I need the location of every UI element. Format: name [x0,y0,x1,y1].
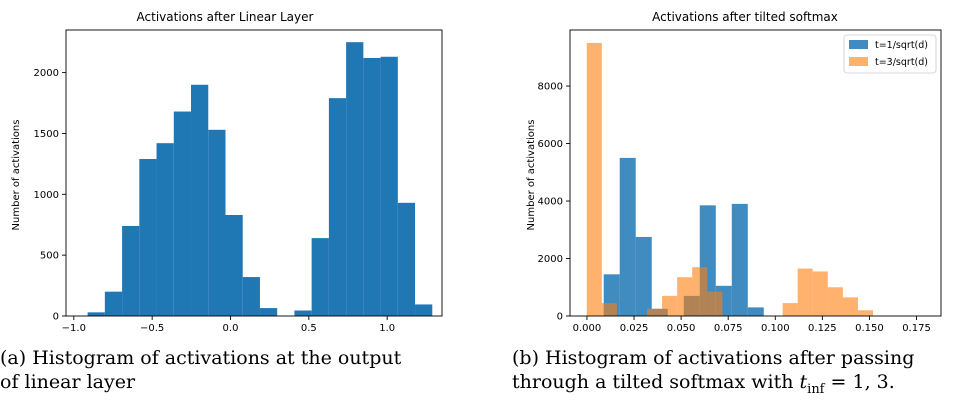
x-tick-label: 0.125 [808,323,837,334]
plot-frame [569,29,942,317]
histogram-bar-series-1 [87,312,105,316]
histogram-bar-series-2 [797,268,813,316]
caption-b-math-value: = 1, 3. [824,371,895,393]
chart-tilted-softmax: Activations after tilted softmax Number … [526,10,942,334]
histogram-bar-series-1 [242,277,260,316]
x-tick-label: 0.5 [301,323,317,334]
y-tick-label: 6000 [538,139,563,150]
x-tick-label: 0.000 [573,323,602,334]
y-tick-label: 2000 [538,254,563,265]
histogram-bar-series-1 [731,203,748,316]
histogram-bar-series-2 [692,267,708,316]
y-tick-label: 4000 [538,197,563,208]
y-axis-label: Number of activations [11,120,22,231]
ticks-group: −1.0 −0.5 0.0 0.5 1.0 0 500 1000 1500 2000 [34,68,396,334]
chart-title: Activations after Linear Layer [137,10,314,24]
histogram-bar-series-1 [191,84,209,317]
chart-title: Activations after tilted softmax [652,10,838,24]
y-tick-label: 1500 [34,129,59,140]
x-tick-label: 0.150 [855,323,884,334]
histogram-bar-series-2 [677,277,693,316]
x-tick-label: 0.175 [902,323,931,334]
legend: t=1/sqrt(d) t=3/sqrt(d) [843,34,937,74]
caption-b-line-1: (b) Histogram of activations after passi… [512,347,915,369]
x-tick-label: 0.100 [761,323,790,334]
histogram-bar-series-1 [208,129,226,316]
histogram-bar-series-1 [156,143,174,316]
legend-swatch-series-2 [849,57,868,66]
histogram-bar-series-1 [225,214,243,316]
histogram-bar-series-1 [397,202,416,316]
histogram-bar-series-2 [857,310,874,316]
x-tick-label: 0.050 [667,323,696,334]
histogram-bar-series-1 [139,159,157,316]
y-tick-label: 0 [53,312,59,323]
legend-swatch-series-1 [849,40,868,49]
y-tick-label: 8000 [538,82,563,93]
histogram-bar-series-1 [619,157,636,316]
histogram-bar-series-2 [647,308,663,316]
x-tick-label: −0.5 [140,323,164,334]
histogram-bar-series-2 [662,295,678,316]
x-tick-label: 0.025 [620,323,649,334]
y-axis-label: Number of activations [526,120,537,231]
histogram-bar-series-2 [586,42,602,317]
caption-b-text: through a tilted softmax with [512,371,800,393]
caption-b-math-sub: inf [807,381,825,397]
histogram-bar-series-1 [173,111,192,316]
chart-linear-layer: Activations after Linear Layer Number of… [11,10,443,334]
histogram-bar-series-2 [842,297,858,316]
histogram-bar-series-2 [601,303,617,316]
x-tick-label: 0.0 [223,323,239,334]
histogram-bar-series-2 [707,291,723,316]
x-tick-label: 1.0 [379,323,395,334]
histogram-bar-series-1 [363,57,381,317]
plot-frame [65,29,443,317]
caption-b: (b) Histogram of activations after passi… [512,346,966,402]
bars-group [586,42,874,317]
legend-label-series-1: t=1/sqrt(d) [875,40,928,51]
histogram-bar-series-1 [346,42,364,317]
caption-b-math-var: t [799,371,808,393]
histogram-bar-series-1 [294,310,312,316]
caption-a: (a) Histogram of activations at the outp… [0,346,480,394]
histogram-bar-series-1 [635,236,652,316]
histogram-bar-series-2 [782,303,798,316]
histogram-bar-series-1 [380,56,398,317]
ticks-group: 0.000 0.025 0.050 0.075 0.100 0.125 0.150 0.175… [538,82,931,334]
histogram-bar-series-1 [259,308,278,316]
caption-a-line-1: (a) Histogram of activations at the outp… [0,347,402,369]
bars-group [87,42,433,317]
histogram-bar-series-1 [104,291,123,316]
x-tick-label: −1.0 [62,323,86,334]
histogram-bar-series-1 [122,225,140,316]
histogram-bar-series-1 [328,98,347,317]
histogram-bar-series-1 [747,307,764,316]
histogram-bar-series-1 [311,238,329,316]
histogram-bar-series-2 [827,287,843,316]
caption-b-line-2: through a tilted softmax with tinf = 1, … [512,370,966,402]
y-tick-label: 1000 [34,190,59,201]
y-tick-label: 2000 [34,68,59,79]
histogram-bar-series-1 [415,304,433,316]
y-tick-label: 0 [557,312,563,323]
legend-label-series-2: t=3/sqrt(d) [875,57,928,68]
caption-a-line-2: of linear layer [0,371,136,393]
x-tick-label: 0.075 [714,323,743,334]
histogram-bar-series-2 [812,271,828,316]
y-tick-label: 500 [40,251,59,262]
